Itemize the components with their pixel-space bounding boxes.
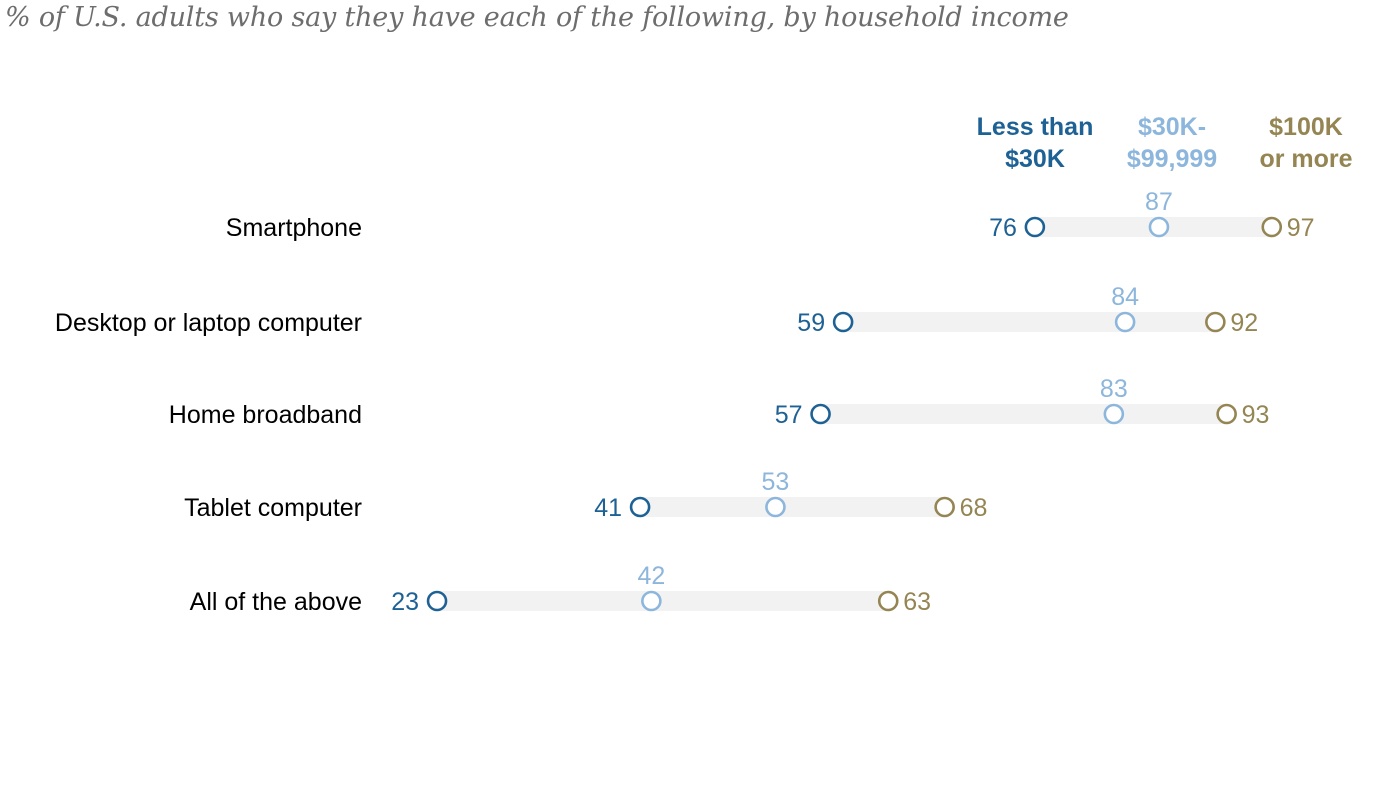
dot-mid [765, 496, 786, 518]
value-label-mid: 42 [637, 562, 665, 590]
legend-label-high: $100K [1269, 113, 1343, 141]
value-label-low: 57 [775, 401, 803, 429]
legend-label-high: or more [1259, 145, 1352, 173]
range-track [437, 591, 889, 611]
dot-high [1205, 311, 1226, 333]
value-label-low: 23 [391, 588, 419, 616]
dot-low [832, 311, 854, 333]
legend-label-mid: $30K- [1138, 113, 1206, 141]
dot-mid [1103, 403, 1125, 425]
legend-item-high: $100K or more [1259, 113, 1352, 173]
value-label-mid: 83 [1100, 375, 1128, 403]
legend-item-mid: $30K- $99,999 [1127, 113, 1217, 173]
chart-row: Home broadband 57 83 93 [169, 375, 1270, 429]
value-label-high: 93 [1242, 401, 1270, 429]
dot-high [1216, 403, 1237, 425]
value-label-mid: 87 [1145, 188, 1173, 216]
legend-item-low: Less than $30K [977, 113, 1094, 173]
value-label-high: 68 [960, 494, 988, 522]
dot-high [1261, 216, 1283, 238]
dot-high [877, 590, 899, 612]
legend-label-low: Less than [977, 113, 1094, 141]
value-label-low: 76 [989, 214, 1017, 242]
legend-label-mid: $99,999 [1127, 145, 1217, 173]
chart-subtitle: % of U.S. adults who say they have each … [5, 2, 1069, 33]
dot-low [426, 590, 448, 612]
range-track [820, 404, 1227, 424]
category-label: All of the above [190, 588, 362, 616]
category-label: Smartphone [226, 214, 362, 242]
category-label: Desktop or laptop computer [55, 309, 362, 337]
dot-low [629, 496, 651, 518]
dot-mid [1114, 311, 1136, 333]
value-label-high: 63 [903, 588, 931, 616]
value-label-low: 59 [797, 309, 825, 337]
legend-label-low: $30K [1005, 145, 1065, 173]
chart-row: All of the above 23 42 63 [190, 562, 931, 616]
range-track [640, 497, 945, 517]
value-label-mid: 84 [1111, 283, 1139, 311]
value-label-high: 92 [1230, 309, 1258, 337]
chart-row: Smartphone 76 87 97 [226, 188, 1315, 242]
category-label: Tablet computer [184, 494, 362, 522]
value-label-low: 41 [594, 494, 622, 522]
chart-row: Desktop or laptop computer 59 84 92 [55, 283, 1258, 337]
category-label: Home broadband [169, 401, 362, 429]
dot-low [1024, 216, 1046, 238]
value-label-mid: 53 [762, 468, 790, 496]
dot-mid [1148, 216, 1170, 238]
value-label-high: 97 [1287, 214, 1315, 242]
range-track [843, 312, 1216, 332]
dot-mid [641, 590, 662, 612]
dot-low [810, 403, 831, 425]
dot-high [934, 496, 955, 518]
chart-row: Tablet computer 41 53 68 [184, 468, 987, 522]
